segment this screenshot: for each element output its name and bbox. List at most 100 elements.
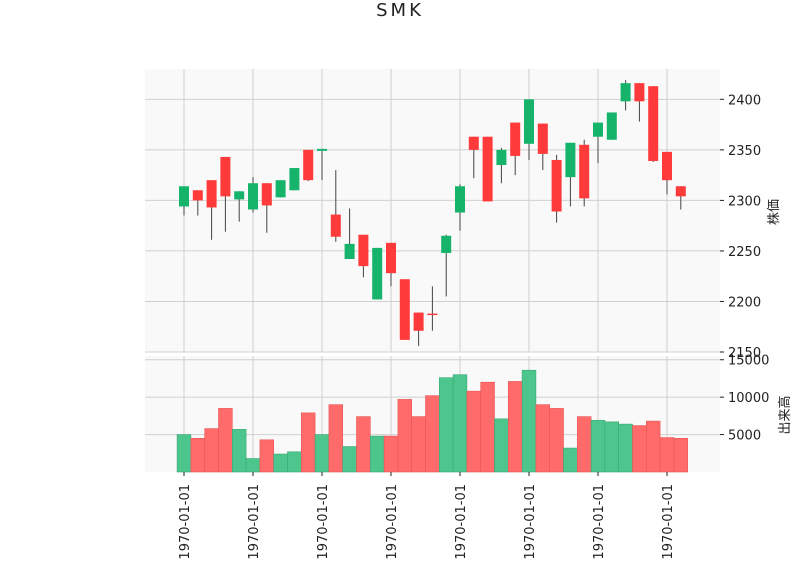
volume-tick-labels: 5000 10000 15000 bbox=[720, 354, 769, 444]
volume-bar-down bbox=[259, 439, 274, 473]
candle-up bbox=[275, 180, 286, 198]
candle-body bbox=[634, 83, 645, 102]
volume-bar-up bbox=[590, 420, 606, 473]
volume-tick-label: 5000 bbox=[728, 429, 761, 444]
volume-bar-down bbox=[328, 404, 343, 473]
candle-body bbox=[206, 180, 217, 208]
candle-down bbox=[634, 83, 645, 122]
volume-bar-up bbox=[604, 421, 620, 473]
candle-body bbox=[468, 136, 479, 150]
volume-axis-label: 出来高 bbox=[777, 395, 793, 434]
candle-down bbox=[413, 312, 424, 346]
candle-down bbox=[358, 234, 369, 278]
x-tick-label: 1970-01-01 bbox=[247, 484, 262, 560]
candle-down bbox=[427, 286, 438, 331]
volume-bar-down bbox=[190, 438, 205, 473]
volume-bar-up bbox=[369, 435, 385, 473]
x-tick-label: 1970-01-01 bbox=[523, 484, 538, 560]
candle-up bbox=[496, 147, 507, 184]
volume-bar-down bbox=[549, 408, 564, 473]
x-tick-label: 1970-01-01 bbox=[661, 484, 676, 560]
candle-body bbox=[179, 186, 189, 207]
candle-down bbox=[537, 123, 548, 171]
candle-body bbox=[579, 144, 590, 199]
x-tick-label: 1970-01-01 bbox=[454, 484, 469, 560]
volume-bar-up bbox=[273, 453, 288, 473]
candle-body bbox=[344, 243, 355, 260]
volume-bar-down bbox=[466, 390, 481, 473]
x-tick-label: 1970-01-01 bbox=[592, 484, 607, 560]
volume-bar-up bbox=[232, 429, 247, 473]
candle-up bbox=[317, 148, 327, 181]
volume-bar-up bbox=[494, 418, 509, 473]
volume-bar-down bbox=[397, 399, 412, 473]
candle-body bbox=[413, 312, 424, 331]
candle-up bbox=[565, 142, 576, 207]
candle-body bbox=[648, 86, 659, 161]
volume-bar-up bbox=[287, 451, 302, 473]
price-tick-label: 2250 bbox=[728, 245, 761, 260]
candle-down bbox=[551, 154, 562, 223]
candle-body bbox=[537, 123, 548, 154]
candle-body bbox=[496, 149, 507, 166]
candles bbox=[179, 80, 686, 346]
volume-bar-down bbox=[576, 416, 592, 473]
candle-body bbox=[565, 142, 576, 178]
volume-bar-down bbox=[425, 395, 440, 473]
candle-down bbox=[206, 180, 217, 240]
volume-bar-up bbox=[563, 447, 578, 473]
candle-up bbox=[372, 247, 383, 300]
volume-bar-down bbox=[632, 425, 647, 473]
candle-body bbox=[275, 180, 286, 198]
candle-down bbox=[579, 139, 590, 207]
volume-bar-down bbox=[356, 416, 371, 473]
candle-body bbox=[317, 148, 327, 151]
candle-down bbox=[662, 151, 672, 195]
candle-up bbox=[593, 122, 603, 163]
price-axis-label: 株価 bbox=[767, 199, 782, 225]
x-tick-labels: 1970-01-01 1970-01-01 1970-01-01 1970-01-01… bbox=[178, 472, 676, 560]
volume-bar-up bbox=[342, 446, 357, 473]
price-tick-label: 2400 bbox=[728, 93, 761, 108]
candle-body bbox=[303, 149, 314, 181]
candle-body bbox=[524, 99, 534, 144]
volume-tick-label: 15000 bbox=[728, 354, 769, 369]
volume-bar-up bbox=[176, 434, 192, 473]
candle-body bbox=[441, 235, 452, 253]
candle-up bbox=[524, 99, 534, 160]
candle-body bbox=[192, 190, 203, 201]
price-tick-label: 2200 bbox=[728, 295, 761, 310]
volume-bar-up bbox=[245, 458, 261, 473]
candle-body bbox=[510, 122, 521, 156]
volume-bar-down bbox=[535, 404, 551, 473]
candle-down bbox=[510, 122, 521, 176]
volume-bar-up bbox=[618, 423, 633, 473]
price-tick-label: 2300 bbox=[728, 194, 761, 209]
x-tick-label: 1970-01-01 bbox=[316, 484, 331, 560]
candle-down bbox=[261, 183, 272, 233]
volume-bar-down bbox=[204, 428, 219, 473]
candle-down bbox=[482, 136, 493, 202]
candle-down bbox=[675, 186, 686, 210]
candle-body bbox=[248, 183, 258, 210]
volume-tick-label: 10000 bbox=[728, 391, 769, 406]
volume-bar-down bbox=[507, 381, 523, 473]
price-tick-labels: 2150 2200 2250 2300 2350 2400 bbox=[720, 93, 761, 361]
candle-body bbox=[220, 156, 231, 197]
volume-bar-down bbox=[659, 437, 675, 473]
candle-up bbox=[606, 112, 617, 140]
volume-bar-down bbox=[480, 381, 495, 473]
candle-up bbox=[248, 177, 258, 213]
volume-bar-down bbox=[218, 408, 233, 473]
candle-body bbox=[593, 122, 603, 137]
candle-body bbox=[551, 159, 562, 212]
candle-body bbox=[399, 279, 410, 340]
price-tick-label: 2350 bbox=[728, 144, 761, 159]
volume-bar-down bbox=[383, 435, 399, 473]
candle-down bbox=[648, 86, 659, 162]
x-tick-label: 1970-01-01 bbox=[178, 484, 193, 560]
candle-body bbox=[455, 186, 465, 213]
candle-body bbox=[675, 186, 686, 197]
candle-up bbox=[179, 186, 189, 216]
